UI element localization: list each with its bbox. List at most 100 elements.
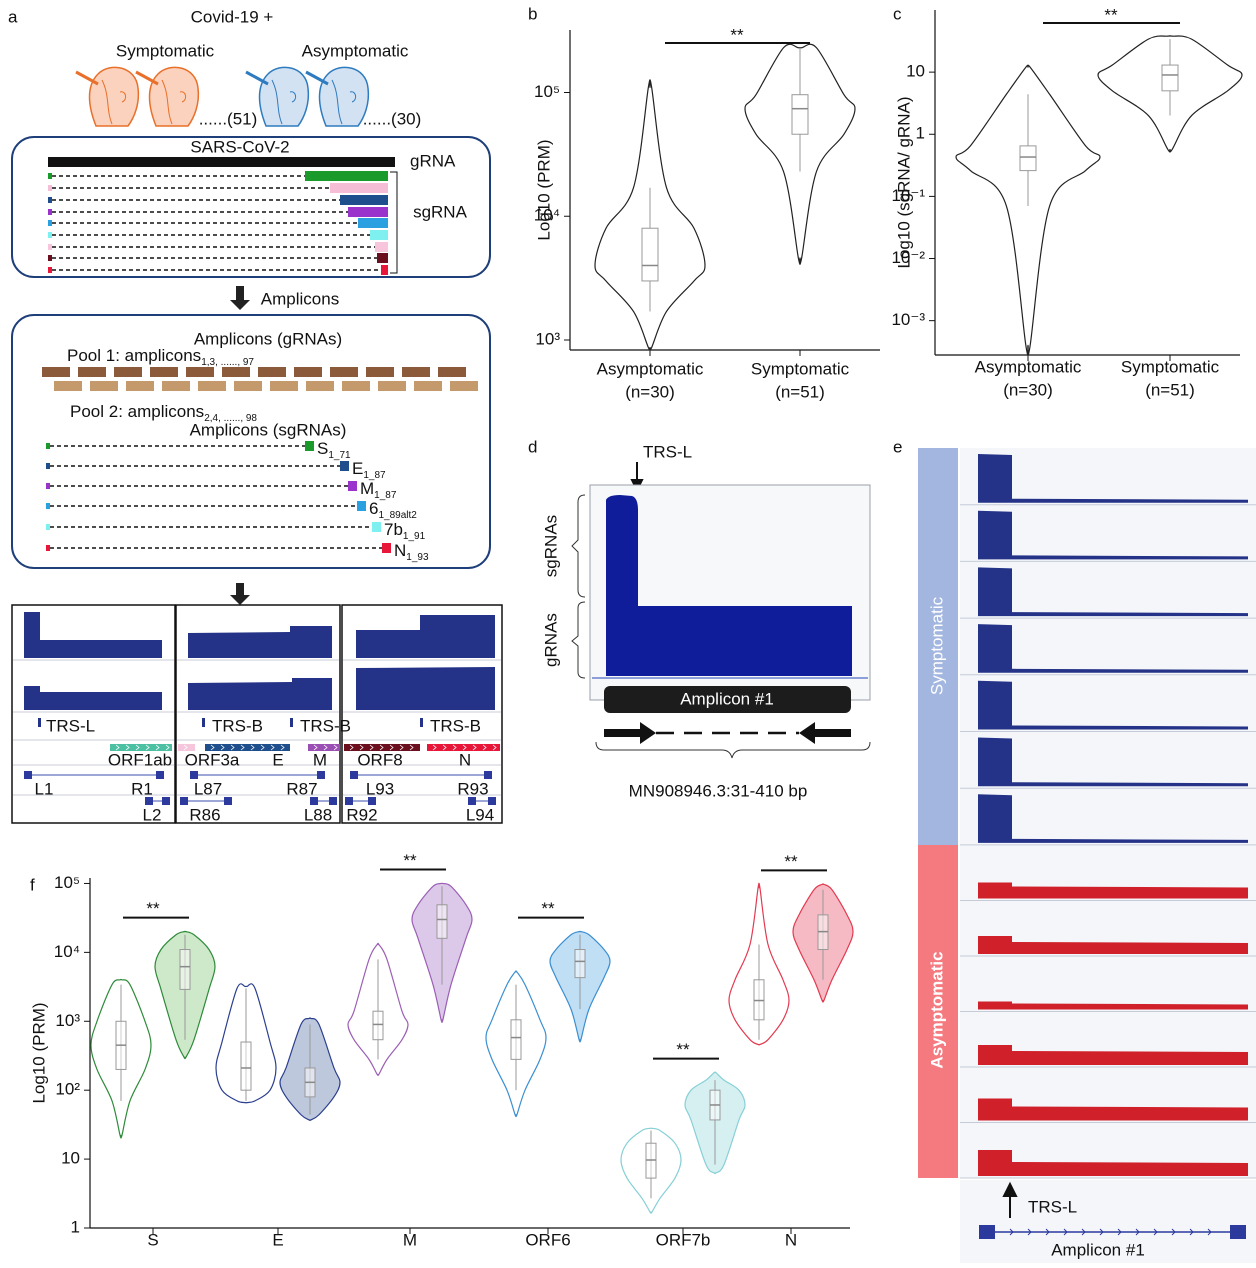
heading: Covid-19 +: [191, 7, 274, 26]
primer: [350, 771, 358, 779]
gene-label: ORF3a: [185, 750, 240, 769]
sgrna-bar: [375, 242, 388, 252]
pool2-amplicon: [306, 381, 334, 391]
leader: [48, 209, 52, 215]
primer-label: L2: [143, 805, 162, 824]
leader: [48, 232, 52, 238]
panel-label: e: [893, 437, 902, 456]
pool-label-sub: 1,3, ......, 97: [201, 357, 254, 368]
head: [150, 67, 199, 126]
x-tick-label: ORF7b: [656, 1230, 711, 1249]
box: [1020, 146, 1036, 171]
significance-label: **: [730, 25, 744, 44]
trs-label: TRS-L: [46, 716, 95, 735]
y-axis-label: Log10 (sgRNA/ gRNA): [894, 97, 913, 269]
y-tick-label: 10: [906, 62, 925, 81]
x-tick-label: E: [272, 1230, 283, 1249]
head: [260, 67, 309, 126]
box: [1162, 65, 1178, 91]
pool1-amplicon: [258, 367, 286, 377]
sgrna-bar: [330, 183, 388, 193]
y-tick-label: 1: [71, 1217, 80, 1236]
primer-arrow: [799, 722, 851, 744]
group-label: Asymptomatic: [927, 951, 946, 1068]
primer-label: R92: [346, 805, 377, 824]
sgrna-bar: [305, 171, 388, 181]
trs-tick: [290, 718, 293, 727]
sgrna-bar: [358, 218, 388, 228]
box: [642, 228, 658, 281]
primer: [190, 771, 198, 779]
sg-amplicon-label-sub: 1_89alt2: [378, 510, 417, 521]
sg-amplicon-label: M1_87: [360, 479, 397, 500]
pool1-amplicon: [222, 367, 250, 377]
y-tick-label: 10⁻²: [891, 248, 925, 267]
leader: [46, 483, 50, 489]
trs-label: TRS-B: [300, 716, 351, 735]
leader: [46, 545, 50, 551]
x-tick-note: (n=30): [625, 382, 675, 401]
box: [575, 950, 585, 978]
primer: [162, 797, 170, 805]
pool2-amplicon: [270, 381, 298, 391]
leader: [48, 173, 52, 179]
section-title: Amplicons (sgRNAs): [190, 420, 347, 439]
sgrna-label: sgRNA: [413, 202, 468, 221]
box: [511, 1020, 521, 1060]
pool2-amplicon: [414, 381, 442, 391]
primer: [24, 771, 32, 779]
coverage: [188, 626, 332, 658]
y-tick-label: 10⁵: [54, 873, 80, 892]
primer: [345, 797, 353, 805]
primer: [317, 771, 325, 779]
pool1-amplicon: [366, 367, 394, 377]
head: [90, 67, 139, 126]
primer-arrow: [604, 722, 656, 744]
amplicon-end: [305, 441, 314, 451]
brace: [572, 602, 585, 678]
pool1-amplicon: [150, 367, 178, 377]
primer-label: L88: [304, 805, 332, 824]
trs-tick: [38, 718, 41, 727]
x-tick-note: (n=30): [1003, 380, 1053, 399]
sgrna-bar: [348, 207, 388, 217]
sg-amplicon-label: 61_89alt2: [369, 499, 417, 520]
pool1-amplicon: [438, 367, 466, 377]
pool2-amplicon: [90, 381, 118, 391]
pool2-amplicon: [162, 381, 190, 391]
marker-label: TRS-L: [643, 442, 692, 461]
pool2-amplicon: [126, 381, 154, 391]
significance-label: **: [676, 1040, 690, 1059]
y-tick-label: 10²: [55, 1080, 80, 1099]
figure: aCovid-19 +SymptomaticAsymptomatic......…: [0, 0, 1256, 1263]
coverage: [24, 686, 162, 710]
gene-label: ORF1ab: [108, 750, 172, 769]
pool1-amplicon: [114, 367, 142, 377]
bracket: [390, 172, 397, 273]
sg-amplicon-label-main: 6: [369, 499, 378, 518]
region-label: MN908946.3:31-410 bp: [629, 781, 808, 800]
count: ......(51): [199, 109, 258, 128]
sg-amplicon-label: E1_87: [352, 459, 386, 480]
panel-label: b: [528, 4, 537, 23]
group-label: Symptomatic: [927, 596, 946, 695]
x-tick-label: N: [785, 1230, 797, 1249]
pool-label-main: Pool 2: amplicons: [70, 402, 204, 421]
x-tick-label: Asymptomatic: [975, 357, 1082, 376]
leader: [46, 443, 50, 449]
box: [180, 950, 190, 990]
leader: [48, 255, 52, 261]
pool1-amplicon: [294, 367, 322, 377]
sgrna-bar: [377, 253, 388, 263]
amplicon-end: [372, 522, 381, 532]
trs-label: TRS-B: [430, 716, 481, 735]
trs-tick: [420, 718, 423, 727]
pool2-amplicon: [198, 381, 226, 391]
y-tick-label: 10⁴: [534, 206, 560, 225]
sgrna-bar: [340, 195, 388, 205]
y-tick-label: 10⁻³: [891, 310, 925, 329]
leader: [48, 220, 52, 226]
x-tick-label: ORF6: [525, 1230, 570, 1249]
sg-amplicon-label-main: 7b: [384, 520, 403, 539]
significance-label: **: [784, 852, 798, 871]
